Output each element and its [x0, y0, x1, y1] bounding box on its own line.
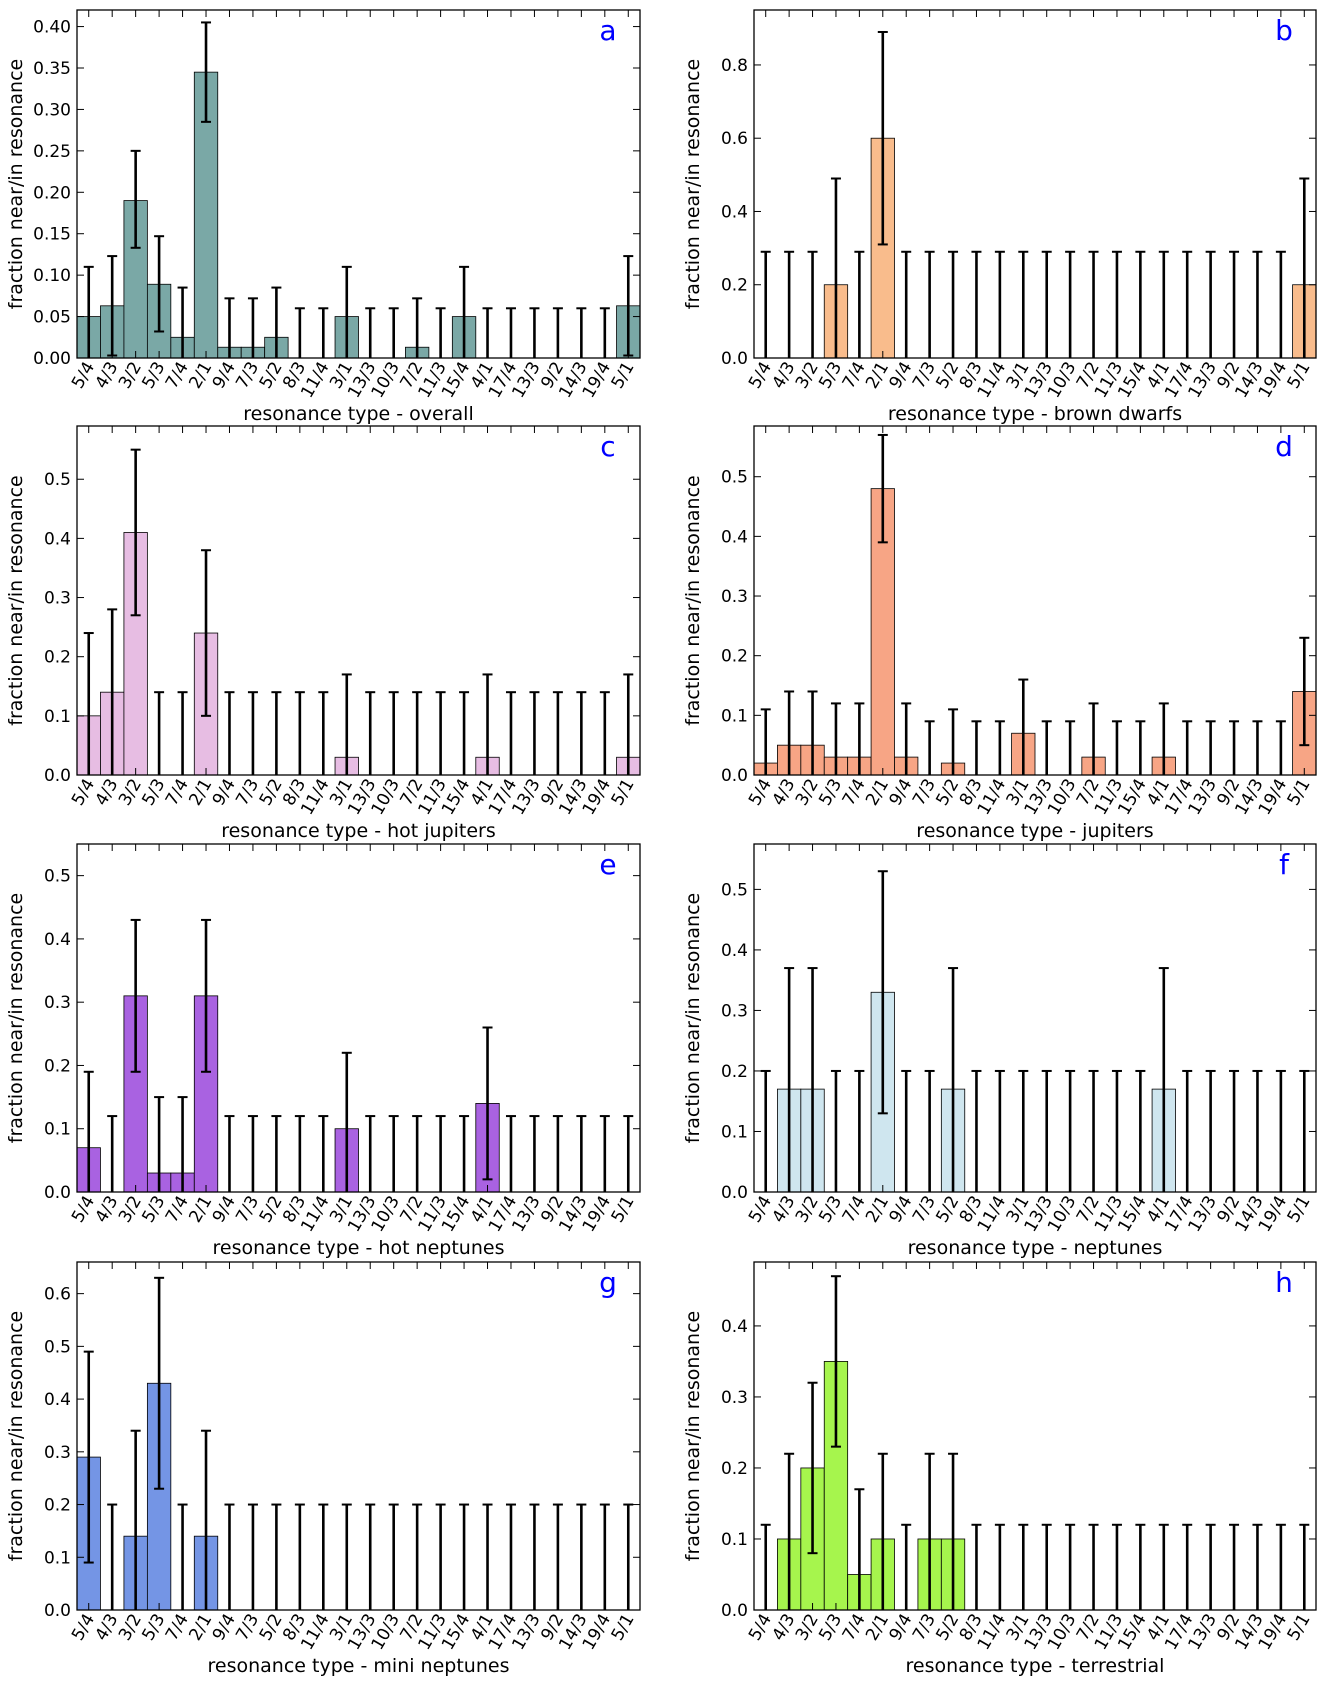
xtick-label-d-23: 5/1 [1284, 776, 1315, 810]
ylabel-e: fraction near/in resonance [5, 893, 27, 1143]
ytick-label-h-0: 0.0 [721, 1601, 748, 1621]
ytick-label-g-6: 0.6 [44, 1285, 71, 1305]
ytick-label-c-4: 0.4 [44, 529, 71, 549]
xlabel-h: resonance type - terrestrial [906, 1655, 1165, 1677]
ytick-label-g-0: 0.0 [44, 1601, 71, 1621]
panel-a: 0.000.050.100.150.200.250.300.350.405/44… [5, 9, 641, 425]
ytick-label-a-1: 0.05 [33, 308, 71, 328]
ytick-label-a-2: 0.10 [33, 266, 71, 286]
xlabel-d: resonance type - jupiters [916, 820, 1153, 842]
panel-e: 0.00.10.20.30.40.55/44/33/25/37/42/19/47… [5, 843, 641, 1259]
ytick-label-d-2: 0.2 [721, 647, 748, 667]
ytick-label-g-3: 0.3 [44, 1443, 71, 1463]
ytick-label-a-7: 0.35 [33, 59, 71, 79]
axes-frame-g [76, 1261, 641, 1611]
ylabel-d: fraction near/in resonance [682, 475, 704, 725]
axes-frame-a [76, 9, 641, 359]
ytick-label-f-0: 0.0 [721, 1183, 748, 1203]
xlabel-b: resonance type - brown dwarfs [888, 403, 1182, 425]
ytick-label-b-2: 0.4 [721, 202, 748, 222]
ytick-label-e-4: 0.4 [44, 930, 71, 950]
ytick-label-e-0: 0.0 [44, 1183, 71, 1203]
ytick-label-a-5: 0.25 [33, 142, 71, 162]
ytick-label-a-6: 0.30 [33, 100, 71, 120]
ytick-label-g-1: 0.1 [44, 1548, 71, 1568]
ytick-label-h-1: 0.1 [721, 1530, 748, 1550]
ytick-label-h-2: 0.2 [721, 1459, 748, 1479]
panel-c: 0.00.10.20.30.40.55/44/33/25/37/42/19/47… [5, 425, 641, 842]
ytick-label-a-3: 0.15 [33, 225, 71, 245]
ylabel-g: fraction near/in resonance [5, 1311, 27, 1561]
ytick-label-b-3: 0.6 [721, 129, 748, 149]
ytick-label-e-3: 0.3 [44, 993, 71, 1013]
ytick-label-f-1: 0.1 [721, 1122, 748, 1142]
ytick-label-c-5: 0.5 [44, 470, 71, 490]
panel-g: 0.00.10.20.30.40.50.65/44/33/25/37/42/19… [5, 1261, 641, 1677]
xtick-label-e-23: 5/1 [608, 1193, 639, 1227]
panel-letter-g: g [599, 1266, 617, 1299]
ytick-label-e-1: 0.1 [44, 1120, 71, 1140]
axes-frame-f [753, 843, 1317, 1193]
ytick-label-d-0: 0.0 [721, 766, 748, 786]
ytick-label-g-2: 0.2 [44, 1496, 71, 1516]
xtick-label-g-23: 5/1 [608, 1611, 639, 1645]
panel-f: 0.00.10.20.30.40.55/44/33/25/37/42/19/47… [682, 843, 1317, 1259]
xlabel-e: resonance type - hot neptunes [213, 1237, 505, 1259]
axes-frame-h [753, 1261, 1317, 1611]
xtick-label-b-23: 5/1 [1284, 359, 1315, 393]
xlabel-c: resonance type - hot jupiters [221, 820, 496, 842]
ylabel-c: fraction near/in resonance [5, 475, 27, 725]
xtick-label-a-23: 5/1 [608, 359, 639, 393]
xlabel-g: resonance type - mini neptunes [208, 1655, 510, 1677]
panel-d: 0.00.10.20.30.40.55/44/33/25/37/42/19/47… [682, 425, 1317, 842]
ytick-label-a-4: 0.20 [33, 183, 71, 203]
ytick-label-c-0: 0.0 [44, 766, 71, 786]
axes-frame-c [76, 425, 641, 776]
panel-h: 0.00.10.20.30.45/44/33/25/37/42/19/47/35… [682, 1261, 1317, 1677]
panel-letter-d: d [1275, 430, 1293, 463]
ytick-label-b-0: 0.0 [721, 349, 748, 369]
ytick-label-f-2: 0.2 [721, 1062, 748, 1082]
ylabel-a: fraction near/in resonance [5, 59, 27, 309]
panel-letter-f: f [1279, 848, 1290, 881]
ylabel-b: fraction near/in resonance [682, 59, 704, 309]
ytick-label-d-3: 0.3 [721, 587, 748, 607]
ytick-label-d-4: 0.4 [721, 527, 748, 547]
ytick-label-b-1: 0.2 [721, 276, 748, 296]
ytick-label-h-3: 0.3 [721, 1388, 748, 1408]
ytick-label-c-2: 0.2 [44, 648, 71, 668]
ytick-label-d-1: 0.1 [721, 706, 748, 726]
ytick-label-g-4: 0.4 [44, 1390, 71, 1410]
ytick-label-f-5: 0.5 [721, 880, 748, 900]
xlabel-f: resonance type - neptunes [908, 1237, 1163, 1259]
panel-letter-a: a [599, 14, 616, 47]
panel-letter-h: h [1275, 1266, 1293, 1299]
ytick-label-g-5: 0.5 [44, 1337, 71, 1357]
ylabel-f: fraction near/in resonance [682, 893, 704, 1143]
xtick-label-h-23: 5/1 [1284, 1611, 1315, 1645]
panel-b: 0.00.20.40.60.85/44/33/25/37/42/19/47/35… [682, 9, 1317, 425]
ytick-label-b-4: 0.8 [721, 56, 748, 76]
panel-letter-c: c [600, 430, 615, 463]
ytick-label-e-5: 0.5 [44, 867, 71, 887]
ytick-label-d-5: 0.5 [721, 468, 748, 488]
panel-letter-e: e [599, 848, 616, 881]
ytick-label-c-1: 0.1 [44, 707, 71, 727]
ytick-label-a-8: 0.40 [33, 18, 71, 38]
ytick-label-e-2: 0.2 [44, 1056, 71, 1076]
axes-frame-e [76, 843, 641, 1193]
xtick-label-c-23: 5/1 [608, 776, 639, 810]
ytick-label-h-4: 0.4 [721, 1317, 748, 1337]
xtick-label-f-23: 5/1 [1284, 1193, 1315, 1227]
ytick-label-c-3: 0.3 [44, 589, 71, 609]
ytick-label-f-4: 0.4 [721, 941, 748, 961]
axes-frame-b [753, 9, 1317, 359]
ylabel-h: fraction near/in resonance [682, 1311, 704, 1561]
xlabel-a: resonance type - overall [243, 403, 473, 425]
ytick-label-a-0: 0.00 [33, 349, 71, 369]
ytick-label-f-3: 0.3 [721, 1001, 748, 1021]
axes-frame-d [753, 425, 1317, 776]
panel-letter-b: b [1275, 14, 1293, 47]
